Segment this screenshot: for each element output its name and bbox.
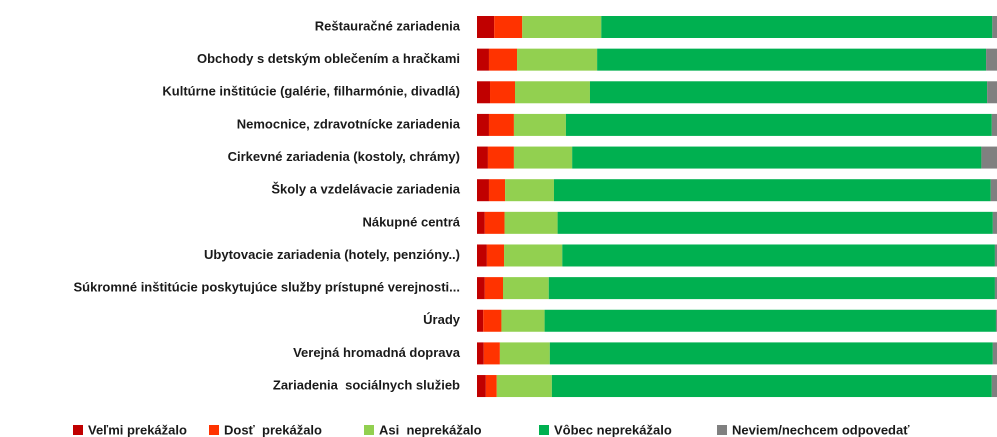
bar-segment	[565, 113, 992, 136]
bar-segment	[505, 179, 554, 202]
bar-segment	[597, 48, 987, 71]
bar-segment	[601, 16, 993, 38]
category-label: Verejná hromadná doprava	[293, 345, 461, 360]
bar-segment	[504, 211, 558, 234]
legend-swatch	[717, 425, 727, 435]
bar-segment	[504, 244, 563, 267]
bar-segment	[553, 179, 991, 202]
category-label: Súkromné inštitúcie poskytujúce služby p…	[74, 280, 460, 295]
legend-swatch	[364, 425, 374, 435]
bar-segment	[477, 146, 488, 169]
category-label: Obchody s detským oblečením a hračkami	[197, 51, 460, 66]
category-label: Reštauračné zariadenia	[315, 18, 461, 33]
bar-segment	[557, 211, 993, 234]
bar-segment	[477, 342, 484, 365]
legend-label: Veľmi prekážalo	[88, 422, 187, 437]
bar-segment	[488, 179, 506, 202]
bar-segment	[994, 244, 997, 267]
bar-segment	[477, 16, 495, 38]
bar-segment	[513, 146, 573, 169]
bar-segment	[522, 16, 602, 38]
legend-label: Asi neprekážalo	[379, 422, 482, 437]
bar-segment	[488, 48, 518, 71]
category-label: Kultúrne inštitúcie (galérie, filharmóni…	[162, 84, 460, 99]
bar-segment	[548, 277, 995, 300]
legend-swatch	[539, 425, 549, 435]
bar-segment	[992, 211, 997, 234]
bar-segment	[991, 375, 997, 398]
category-label: Nemocnice, zdravotnícke zariadenia	[237, 116, 461, 131]
legend-swatch	[73, 425, 83, 435]
bar-segment	[499, 342, 550, 365]
bar-segment	[483, 309, 502, 332]
bar-segment	[551, 375, 992, 398]
bar-segment	[484, 277, 503, 300]
bar-segment	[562, 244, 995, 267]
bar-segment	[992, 342, 997, 365]
bar-segment	[992, 16, 997, 38]
bar-segment	[991, 113, 997, 136]
bar-segment	[501, 309, 545, 332]
bar-segment	[994, 277, 997, 300]
bar-segment	[496, 375, 552, 398]
bar-segment	[477, 309, 484, 332]
bar-segment	[477, 244, 487, 267]
bar-segment	[477, 113, 489, 136]
bar-segment	[549, 342, 993, 365]
bar-segment	[494, 16, 523, 38]
bar-segment	[987, 81, 997, 104]
bar-segment	[477, 179, 489, 202]
bar-segment	[483, 342, 500, 365]
bar-segment	[544, 309, 996, 332]
bar-segment	[477, 375, 486, 398]
bar-segment	[477, 48, 489, 71]
category-label: Cirkevné zariadenia (kostoly, chrámy)	[228, 149, 460, 164]
bar-segment	[589, 81, 988, 104]
bar-segment	[572, 146, 982, 169]
legend-swatch	[209, 425, 219, 435]
bar-segment	[477, 81, 491, 104]
category-label: Úrady	[423, 312, 461, 327]
bar-segment	[488, 113, 514, 136]
bar-segment	[986, 48, 997, 71]
bar-segment	[514, 81, 590, 104]
legend-label: Vôbec neprekážalo	[554, 422, 672, 437]
bar-segment	[981, 146, 997, 169]
bar-segment	[487, 146, 514, 169]
bar-segment	[485, 375, 497, 398]
bar-segment	[486, 244, 505, 267]
legend-label: Neviem/nechcem odpovedať	[732, 422, 910, 437]
category-label: Školy a vzdelávacie zariadenia	[271, 182, 460, 197]
category-label: Nákupné centrá	[362, 214, 460, 229]
bar-segment	[477, 211, 485, 234]
bar-segment	[503, 277, 549, 300]
bar-segment	[490, 81, 515, 104]
category-label: Ubytovacie zariadenia (hotely, penzióny.…	[204, 247, 460, 262]
bar-segment	[995, 309, 997, 332]
legend-label: Dosť prekážalo	[224, 422, 322, 437]
bar-segment	[990, 179, 997, 202]
bar-segment	[477, 277, 485, 300]
bar-segment	[517, 48, 598, 71]
bar-segment	[513, 113, 566, 136]
bar-segment	[484, 211, 505, 234]
category-label: Zariadenia sociálnych služieb	[273, 377, 460, 392]
